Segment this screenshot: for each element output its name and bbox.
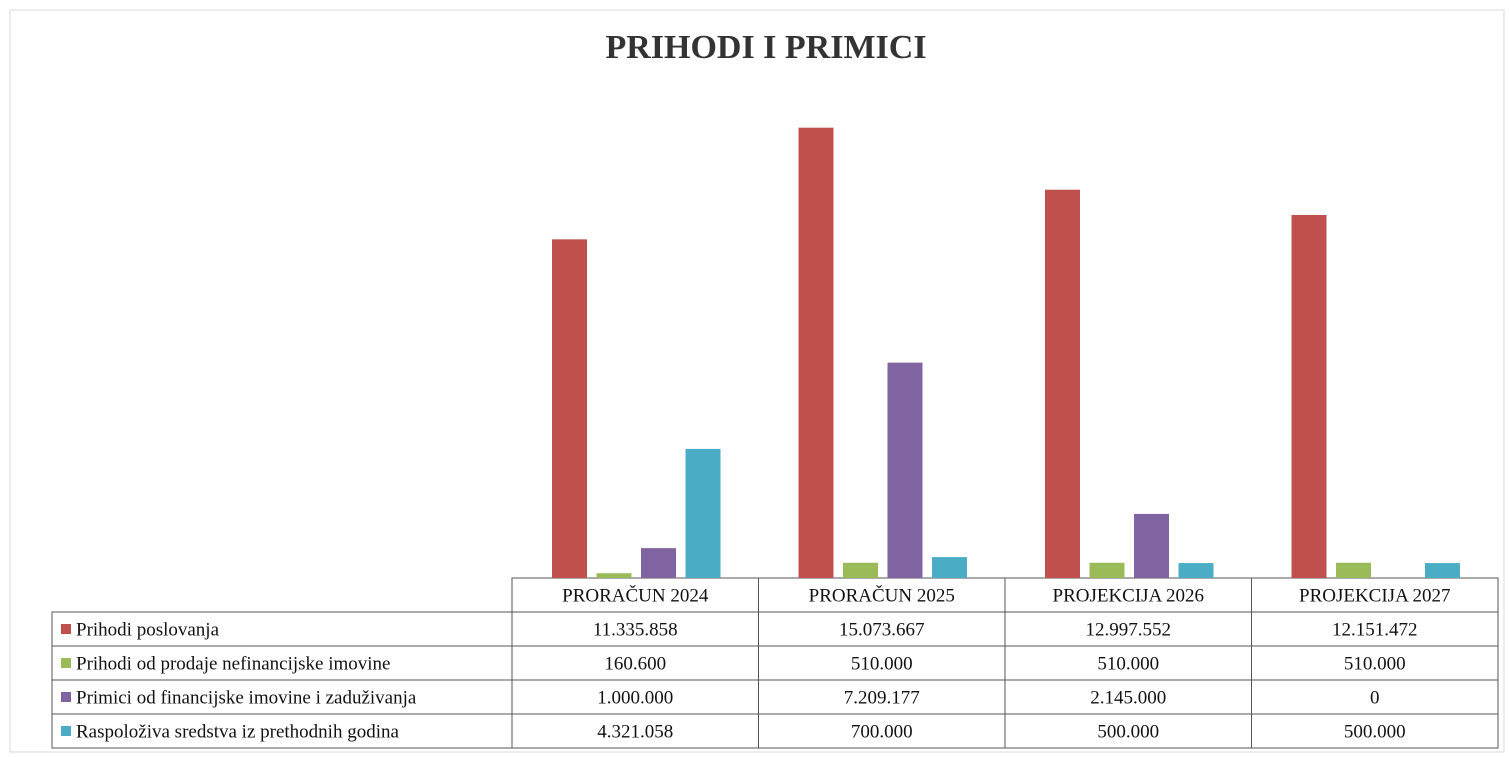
bar <box>932 557 967 578</box>
bar <box>596 573 632 578</box>
table-value: 510.000 <box>1097 653 1159 674</box>
bar <box>1089 562 1125 578</box>
bar <box>1291 214 1327 578</box>
x-tick-label: PRORAČUN 2025 <box>809 584 955 606</box>
table-value: 4.321.058 <box>597 721 673 742</box>
legend-label: Primici od financijske imovine i zaduživ… <box>76 687 417 708</box>
legend-swatch <box>61 726 71 736</box>
chart-title: PRIHODI I PRIMICI <box>605 29 926 66</box>
table-value: 500.000 <box>1097 721 1159 742</box>
table-value: 15.073.667 <box>839 619 925 640</box>
legend-label: Prihodi od prodaje nefinancijske imovine <box>76 653 390 674</box>
table-value: 12.997.552 <box>1086 619 1172 640</box>
table-value: 1.000.000 <box>597 687 673 708</box>
bar <box>798 127 834 579</box>
table-value: 11.335.858 <box>593 619 678 640</box>
bar <box>1134 513 1169 578</box>
bar <box>1425 563 1460 578</box>
x-tick-label: PRORAČUN 2024 <box>562 584 709 606</box>
bar <box>1336 562 1371 578</box>
legend-swatch <box>61 692 71 702</box>
x-tick-label: PROJEKCIJA 2026 <box>1053 585 1205 606</box>
legend-label: Prihodi poslovanja <box>76 619 220 640</box>
table-value: 500.000 <box>1344 721 1406 742</box>
bar <box>843 562 878 578</box>
table-cell <box>1251 713 1499 749</box>
table-value: 160.600 <box>604 653 666 674</box>
bar <box>641 548 676 578</box>
legend-label: Raspoloživa sredstva iz prethodnih godin… <box>76 721 399 742</box>
table-value: 7.209.177 <box>844 687 920 708</box>
bar <box>887 362 923 578</box>
table-value: 0 <box>1370 687 1380 708</box>
bar <box>552 239 587 578</box>
table-value: 510.000 <box>1344 653 1406 674</box>
bar <box>1178 563 1214 578</box>
table-value: 2.145.000 <box>1090 687 1166 708</box>
table-value: 12.151.472 <box>1332 619 1418 640</box>
bar <box>685 448 721 578</box>
legend-swatch <box>61 658 71 668</box>
table-value: 700.000 <box>851 721 913 742</box>
chart-frame <box>9 9 1505 753</box>
table-value: 510.000 <box>851 653 913 674</box>
legend-swatch <box>61 624 71 634</box>
x-tick-label: PROJEKCIJA 2027 <box>1299 585 1451 606</box>
bar <box>1045 189 1080 579</box>
